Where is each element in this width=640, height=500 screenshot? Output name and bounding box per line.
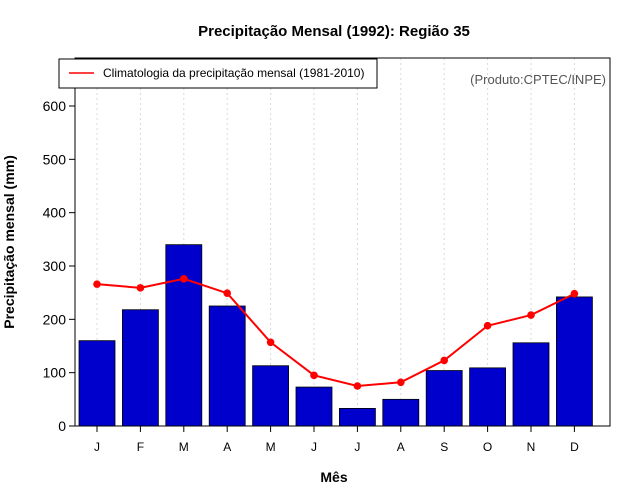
climatology-point	[440, 356, 449, 365]
y-tick-label: 500	[43, 151, 67, 167]
bar	[295, 386, 333, 427]
climatology-point	[570, 289, 579, 298]
x-tick-label: J	[354, 440, 360, 454]
x-tick-label: M	[179, 440, 189, 454]
y-axis: 0 100 200 300 400 500 600	[43, 98, 75, 434]
bar	[382, 398, 420, 427]
bar	[469, 367, 507, 427]
climatology-point	[397, 378, 405, 387]
x-tick-label: J	[311, 440, 317, 454]
source-label: (Produto:CPTEC/INPE)	[470, 72, 606, 87]
y-axis-title: Precipitação mensal (mm)	[1, 155, 17, 329]
x-tick-label: N	[527, 440, 536, 454]
climatology-point	[223, 289, 231, 298]
y-tick-label: 100	[43, 365, 67, 381]
y-tick-label: 600	[43, 98, 67, 114]
bar	[208, 305, 246, 427]
climatology-line	[96, 277, 575, 388]
bar	[252, 365, 290, 427]
chart-title: Precipitação Mensal (1992): Região 35	[198, 23, 470, 40]
bars-layer	[78, 244, 593, 427]
y-tick-label: 200	[43, 311, 67, 327]
bar	[512, 342, 550, 427]
x-tick-label: F	[137, 440, 144, 454]
x-tick-label: D	[570, 440, 579, 454]
climatology-point	[180, 275, 188, 283]
climatology-point	[93, 280, 101, 288]
climatology-point	[266, 338, 275, 347]
bar	[78, 340, 116, 427]
y-tick-label: 400	[43, 205, 67, 221]
bar	[165, 244, 203, 427]
legend-box	[58, 58, 378, 89]
plot-frame	[74, 57, 611, 427]
climatology-point	[353, 382, 362, 390]
x-tick-label: J	[94, 440, 100, 454]
y-tick-label: 0	[58, 418, 66, 434]
x-tick-label: M	[266, 440, 276, 454]
climatology-point	[136, 284, 145, 292]
x-tick-label: A	[223, 440, 231, 454]
y-tick-label: 300	[43, 258, 67, 274]
bar	[338, 407, 376, 427]
x-axis-title: Mês	[320, 469, 347, 485]
climatology-line-layer	[93, 275, 579, 390]
climatology-point	[527, 311, 535, 319]
bar	[425, 370, 463, 427]
legend: Climatologia da precipitação mensal (198…	[58, 58, 378, 89]
x-tick-label: S	[440, 440, 448, 454]
bar	[556, 296, 593, 427]
legend-entry-climatology: Climatologia da precipitação mensal (198…	[103, 66, 364, 80]
x-tick-label: A	[397, 440, 405, 454]
bar	[122, 309, 159, 427]
climatology-point	[483, 321, 492, 330]
climatology-point	[310, 371, 318, 380]
x-tick-label: O	[483, 440, 492, 454]
